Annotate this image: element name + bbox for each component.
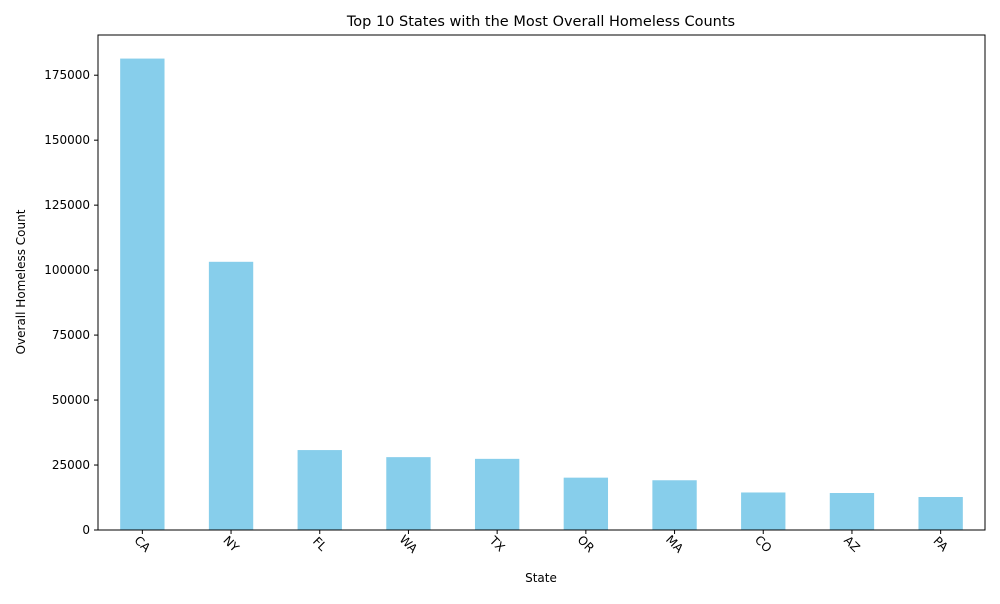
x-tick-label-az: AZ — [841, 533, 863, 555]
bar-co — [741, 492, 786, 530]
x-tick-label-or: OR — [575, 533, 597, 555]
x-axis-label: State — [525, 571, 557, 585]
x-tick-label-ma: MA — [663, 532, 687, 556]
bar-tx — [474, 458, 520, 530]
x-tick-label-ny: NY — [220, 533, 242, 555]
plot-frame — [97, 34, 986, 531]
bar-fl — [297, 450, 342, 530]
y-tick-label: 50000 — [52, 393, 90, 407]
x-axis: CA NY FL WA TX OR MA CO AZ PA — [132, 530, 952, 556]
bar-or — [563, 477, 609, 530]
bar-ma — [652, 480, 697, 530]
y-tick-label: 0 — [82, 523, 90, 537]
y-tick-label: 100000 — [44, 263, 90, 277]
x-tick-label-ca: CA — [132, 533, 154, 555]
x-tick-label-tx: TX — [486, 533, 508, 555]
y-tick-label: 25000 — [52, 458, 90, 472]
x-tick-label-wa: WA — [397, 532, 421, 556]
bar-pa — [918, 497, 963, 530]
y-axis-label: Overall Homeless Count — [14, 209, 28, 354]
chart-title: Top 10 States with the Most Overall Home… — [346, 14, 735, 30]
x-tick-label-fl: FL — [310, 534, 330, 554]
bar-ca — [120, 58, 165, 530]
y-axis: 0 25000 50000 75000 100000 125000 150000 175000 — [44, 68, 98, 537]
bar-wa — [386, 457, 431, 530]
y-tick-label: 150000 — [44, 133, 90, 147]
y-tick-label: 125000 — [44, 198, 90, 212]
bars-layer — [120, 58, 963, 530]
x-tick-label-pa: PA — [931, 534, 952, 555]
y-tick-label: 75000 — [52, 328, 90, 342]
bar-az — [829, 493, 875, 530]
y-tick-label: 175000 — [44, 68, 90, 82]
bar-ny — [208, 261, 254, 530]
x-tick-label-co: CO — [752, 533, 775, 556]
